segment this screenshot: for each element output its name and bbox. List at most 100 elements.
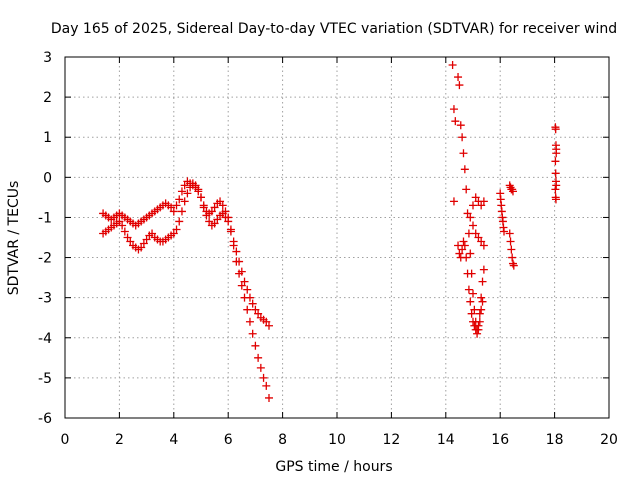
data-point xyxy=(470,305,479,314)
data-point xyxy=(466,297,475,306)
data-point xyxy=(218,201,227,210)
x-tick-label: 10 xyxy=(328,432,346,448)
data-point xyxy=(500,227,509,236)
data-point xyxy=(186,183,195,192)
data-point xyxy=(229,241,238,250)
data-point xyxy=(262,381,271,390)
data-point xyxy=(459,149,468,158)
data-point xyxy=(477,305,486,314)
data-point xyxy=(471,229,480,238)
data-point xyxy=(458,245,467,254)
data-point xyxy=(177,207,186,216)
x-tick-label: 20 xyxy=(600,432,618,448)
data-point xyxy=(551,169,560,178)
data-point xyxy=(213,215,222,224)
data-point xyxy=(199,203,208,212)
data-point xyxy=(459,237,468,246)
data-point xyxy=(475,309,484,318)
data-point xyxy=(248,299,257,308)
data-point xyxy=(251,341,260,350)
data-point xyxy=(169,229,178,238)
data-point xyxy=(508,185,517,194)
y-tick-label: -2 xyxy=(38,251,52,267)
data-point xyxy=(180,197,189,206)
chart-title: Day 165 of 2025, Sidereal Day-to-day VTE… xyxy=(51,21,617,37)
data-point xyxy=(191,181,200,190)
data-point xyxy=(463,209,472,218)
data-point xyxy=(458,133,467,142)
y-tick-label: -6 xyxy=(38,411,52,427)
data-point xyxy=(118,221,127,230)
data-point xyxy=(507,245,516,254)
data-point xyxy=(474,325,483,334)
data-point xyxy=(479,197,488,206)
data-point xyxy=(259,373,268,382)
data-point xyxy=(509,261,518,270)
data-point xyxy=(172,225,181,234)
data-point xyxy=(237,281,246,290)
series-segment-8 xyxy=(505,181,518,270)
data-point xyxy=(454,241,463,250)
data-point xyxy=(451,117,460,126)
data-point xyxy=(245,317,254,326)
data-point xyxy=(471,193,480,202)
y-tick-label: -3 xyxy=(38,291,52,307)
data-point xyxy=(183,189,192,198)
data-point xyxy=(240,293,249,302)
data-point xyxy=(221,213,230,222)
data-point xyxy=(218,209,227,218)
data-point xyxy=(115,217,124,226)
y-tick-label: 0 xyxy=(43,170,52,186)
series-segment-9 xyxy=(551,123,561,204)
data-point xyxy=(552,181,561,190)
data-point xyxy=(120,227,129,236)
data-point xyxy=(448,61,457,70)
series-segment-4 xyxy=(449,197,487,338)
data-point xyxy=(464,285,473,294)
data-point xyxy=(508,187,517,196)
data-point xyxy=(142,235,151,244)
data-point xyxy=(462,253,471,262)
data-point xyxy=(505,181,514,190)
data-point xyxy=(180,181,189,190)
x-tick-label: 0 xyxy=(61,432,70,448)
data-point xyxy=(240,277,249,286)
grid xyxy=(65,57,609,418)
data-point xyxy=(248,329,257,338)
data-point xyxy=(454,73,463,82)
data-point xyxy=(477,201,486,210)
data-point xyxy=(470,321,479,330)
y-tick-label: -5 xyxy=(38,371,52,387)
x-tick-label: 4 xyxy=(169,432,178,448)
plot-frame xyxy=(64,56,610,419)
data-point xyxy=(216,197,225,206)
y-tick-label: 3 xyxy=(43,50,52,66)
data-point xyxy=(202,211,211,220)
data-point xyxy=(462,185,471,194)
x-tick-label: 6 xyxy=(224,432,233,448)
data-point xyxy=(265,393,273,402)
x-axis-label: GPS time / hours xyxy=(275,459,392,475)
data-point xyxy=(475,317,484,326)
data-point xyxy=(167,203,176,212)
data-point xyxy=(551,185,560,194)
data-point xyxy=(456,121,465,130)
series-segment-6 xyxy=(469,221,488,250)
data-point xyxy=(207,207,216,216)
data-point xyxy=(551,195,560,204)
data-point xyxy=(139,239,148,248)
data-point xyxy=(177,187,186,196)
data-point xyxy=(210,219,219,228)
data-point xyxy=(197,193,205,202)
data-point xyxy=(508,253,517,262)
data-point xyxy=(551,125,560,134)
data-point xyxy=(175,195,184,204)
y-tick-labels: 3 2 1 0 -1 -2 -3 -4 -5 -6 xyxy=(38,50,52,427)
data-point xyxy=(232,257,241,266)
data-point xyxy=(552,149,561,158)
data-point xyxy=(175,217,184,226)
data-point xyxy=(235,269,244,278)
data-point xyxy=(226,227,235,236)
data-point xyxy=(460,165,469,174)
